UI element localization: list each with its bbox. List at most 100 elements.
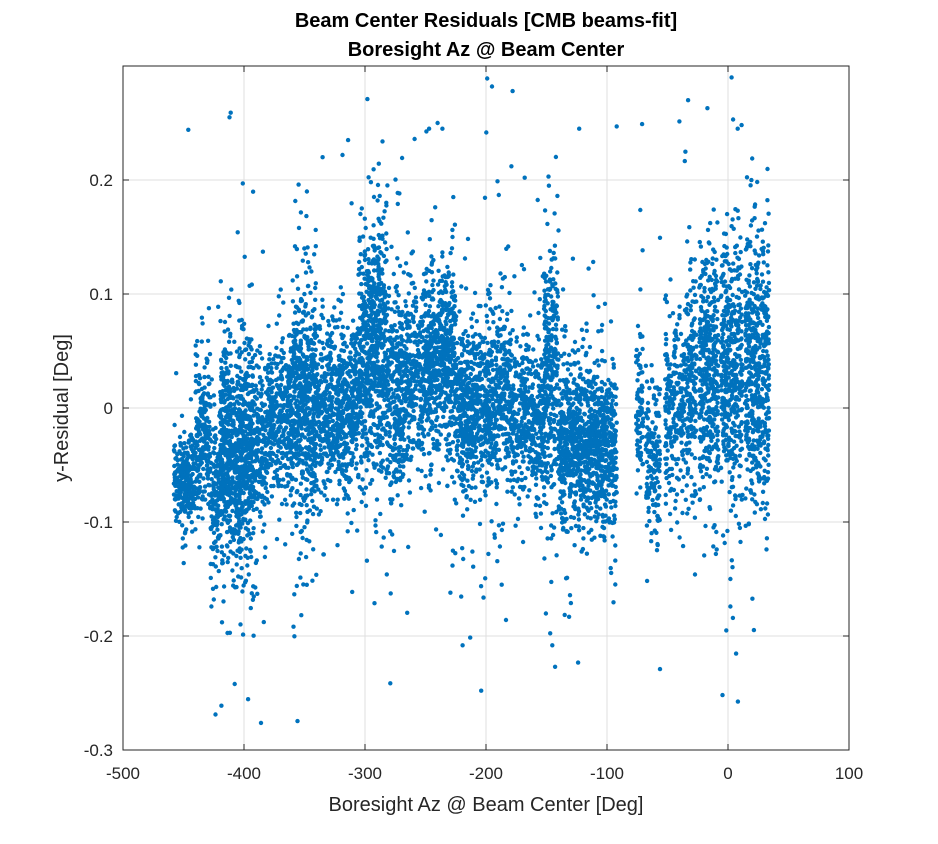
data-point (181, 560, 186, 566)
data-point (378, 375, 384, 380)
data-point (290, 430, 296, 436)
data-point (380, 271, 385, 276)
data-point (206, 306, 212, 311)
data-point (214, 458, 219, 464)
data-point (188, 397, 194, 402)
data-point (232, 406, 238, 411)
data-point (241, 377, 246, 382)
data-point (281, 300, 286, 305)
data-point (177, 519, 182, 524)
data-point (338, 374, 343, 379)
data-point (316, 386, 321, 392)
data-point (206, 374, 211, 379)
data-point (334, 391, 339, 396)
data-point (327, 337, 332, 342)
data-point (436, 480, 442, 486)
data-point (321, 346, 326, 351)
data-point (403, 314, 408, 320)
data-point (279, 340, 285, 345)
data-point (391, 271, 396, 277)
data-point (362, 253, 367, 258)
data-point (257, 431, 262, 436)
data-point (174, 514, 179, 520)
data-point (211, 491, 216, 496)
data-point (350, 439, 355, 445)
data-point (423, 389, 428, 395)
data-point (226, 389, 231, 394)
data-point (280, 367, 285, 372)
data-point (220, 463, 226, 468)
data-point (450, 346, 456, 351)
data-point (228, 363, 233, 368)
data-point (428, 334, 433, 339)
data-point (287, 450, 292, 455)
data-point (293, 370, 298, 376)
data-point (232, 410, 237, 415)
data-point (318, 509, 323, 514)
data-point (365, 403, 371, 408)
data-point (306, 420, 311, 425)
data-point (391, 548, 397, 554)
data-point (268, 445, 274, 451)
data-point (184, 482, 189, 488)
data-point (409, 366, 414, 371)
data-point (401, 270, 406, 275)
data-point (197, 545, 202, 550)
data-point (172, 422, 177, 428)
data-point (210, 507, 215, 512)
data-point (357, 238, 362, 243)
data-point (229, 449, 235, 454)
data-point (200, 321, 205, 326)
data-point (236, 522, 241, 527)
data-point (359, 460, 364, 465)
data-point (274, 453, 279, 459)
data-point (276, 414, 281, 419)
data-point (221, 379, 227, 385)
data-point (392, 436, 397, 442)
data-point (336, 357, 342, 362)
data-point (319, 457, 325, 463)
data-point (376, 383, 381, 389)
data-point (227, 456, 232, 462)
data-point (429, 314, 434, 319)
data-point (274, 536, 280, 542)
data-point (300, 318, 306, 323)
data-point (300, 475, 305, 480)
data-point (278, 382, 284, 388)
chart-subtitle: Boresight Az @ Beam Center (348, 39, 625, 61)
data-point (403, 299, 408, 304)
data-point (234, 553, 239, 559)
data-point (285, 412, 290, 418)
data-point (314, 420, 319, 425)
data-point (376, 415, 382, 420)
data-point (319, 364, 325, 370)
data-point (373, 344, 378, 349)
data-point (290, 461, 295, 466)
data-point (405, 610, 410, 615)
data-point (230, 508, 235, 514)
data-point (350, 409, 355, 414)
data-point (302, 393, 308, 398)
data-point (435, 395, 440, 400)
data-point (220, 422, 225, 428)
data-point (338, 310, 344, 315)
data-point (426, 323, 431, 329)
data-point (185, 460, 190, 466)
data-point (376, 232, 381, 238)
data-point (352, 386, 357, 392)
data-point (205, 338, 211, 343)
data-point (354, 427, 359, 432)
data-point (416, 361, 421, 367)
data-point (403, 303, 409, 309)
data-point (389, 244, 394, 249)
data-point (272, 469, 278, 475)
data-point (245, 423, 250, 429)
data-point (390, 351, 396, 357)
data-point (186, 438, 192, 443)
data-point (182, 441, 187, 446)
data-point (327, 390, 332, 396)
data-point (269, 483, 274, 489)
data-point (397, 191, 402, 196)
data-point (388, 497, 393, 502)
data-point (413, 386, 418, 391)
